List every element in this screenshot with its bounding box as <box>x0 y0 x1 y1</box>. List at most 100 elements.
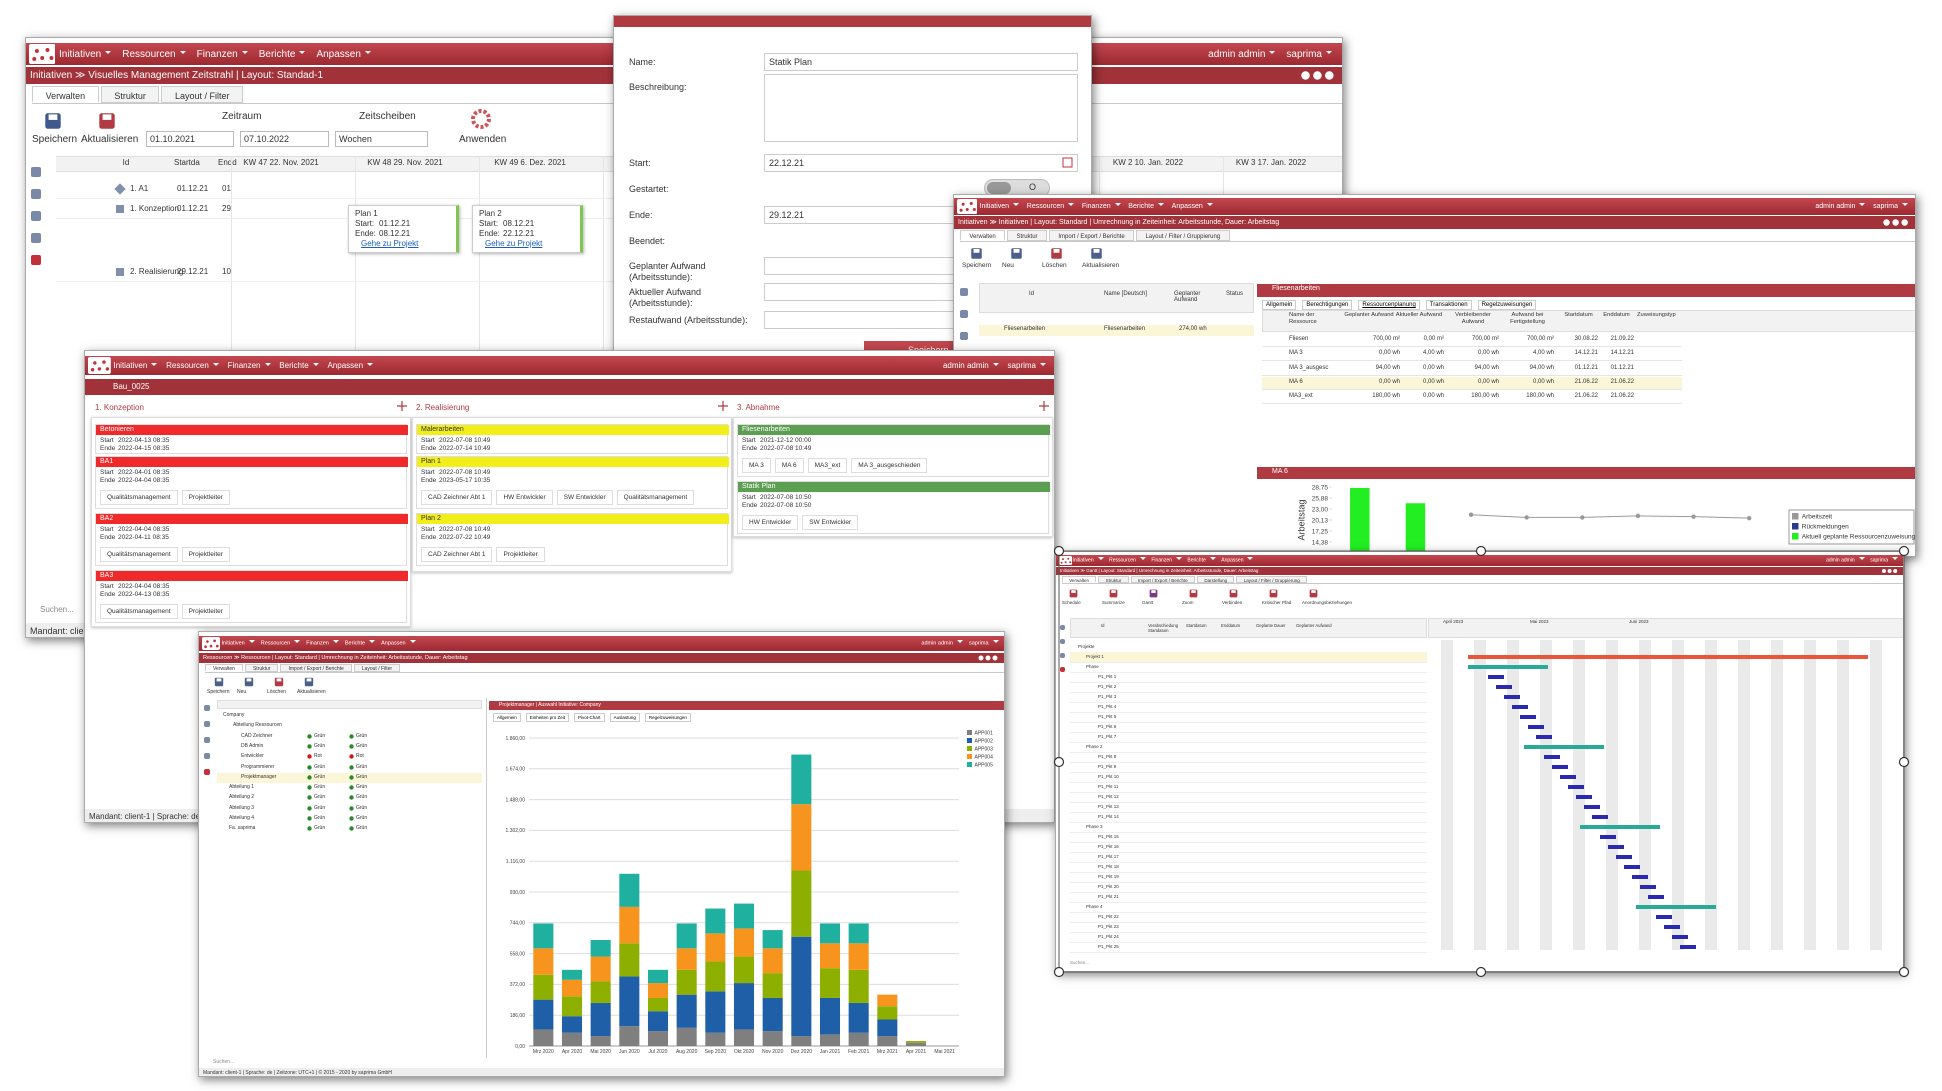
button-label[interactable]: Summarize <box>1102 600 1125 605</box>
button-label[interactable]: Schedule <box>1062 600 1081 605</box>
nav-item[interactable]: Anpassen <box>1172 203 1213 210</box>
panel-tab[interactable]: Auslastung <box>609 713 640 722</box>
select[interactable]: Wochen <box>335 131 428 147</box>
nav-item[interactable]: Anpassen <box>316 49 370 60</box>
tree-row[interactable]: P1_Pkt 7 <box>1098 734 1117 739</box>
panel-tab[interactable]: Transaktionen <box>1425 300 1472 310</box>
nav-item[interactable]: Initiativen <box>59 49 111 60</box>
tab[interactable]: Struktur <box>1098 576 1129 583</box>
tree-row[interactable]: P1_Pkt 18 <box>1098 864 1119 869</box>
tree-row[interactable]: P1_Pkt 20 <box>1098 884 1119 889</box>
panel-tab[interactable]: Regelzuweisungen <box>644 713 691 722</box>
user-menu[interactable]: admin admin <box>943 361 999 370</box>
tree-item[interactable]: Abteilung Ressourcen <box>233 722 282 729</box>
tree-row[interactable]: P1_Pkt 17 <box>1098 854 1119 859</box>
date-input[interactable]: 07.10.2022 <box>240 131 329 147</box>
nav-item[interactable]: Finanzen <box>1082 203 1121 210</box>
user-menu[interactable]: admin admin <box>921 640 963 647</box>
tab[interactable]: Verwalten <box>1062 576 1097 583</box>
tree-item[interactable]: CAD Zeichner <box>241 732 273 739</box>
nav-item[interactable]: Berichte <box>259 49 306 60</box>
nav-item[interactable]: Finanzen <box>1151 557 1182 564</box>
tree-row[interactable]: P1_Pkt 11 <box>1098 784 1119 789</box>
tree-row[interactable]: P1_Pkt 12 <box>1098 794 1119 799</box>
client-menu[interactable]: saprima <box>969 640 999 647</box>
button-label[interactable]: Löschen <box>1042 262 1067 269</box>
tree-row[interactable]: P1_Pkt 8 <box>1098 754 1117 759</box>
tree-row[interactable]: P1_Pkt 3 <box>1098 694 1117 699</box>
tree-row[interactable]: P1_Pkt 9 <box>1098 764 1117 769</box>
panel-tab[interactable]: Allgemein <box>1262 300 1297 310</box>
panel-tab[interactable]: Ressourcenplanung <box>1358 300 1420 310</box>
tab[interactable]: Verwalten <box>205 664 243 672</box>
tab[interactable]: Layout / Filter / Gruppierung <box>1136 230 1230 241</box>
button-label[interactable]: Neu <box>237 689 247 695</box>
tab[interactable]: Verwalten <box>960 230 1006 241</box>
tab[interactable]: Struktur <box>244 664 279 672</box>
toggle[interactable]: O <box>984 179 1050 197</box>
tree-row[interactable]: P1_Pkt 19 <box>1098 874 1119 879</box>
tab[interactable]: Layout / Filter / Gruppierung <box>1236 576 1308 583</box>
tree-row[interactable]: P1_Pkt 25 <box>1098 944 1119 949</box>
tab[interactable]: Import / Export / Berichte <box>280 664 352 672</box>
tab[interactable]: Verwalten <box>32 86 99 103</box>
nav-item[interactable]: Initiativen <box>222 640 255 647</box>
nav-item[interactable]: Berichte <box>279 361 318 370</box>
kanban-card[interactable]: Betonieren Start 2022-04-13 08:35 Ende 2022-… <box>95 424 408 454</box>
kanban-card[interactable]: Statik Plan Start 2022-07-08 10:50 Ende 2022… <box>737 481 1050 534</box>
tree-row[interactable]: Phase 2 <box>1086 744 1103 749</box>
textarea[interactable] <box>764 74 1078 142</box>
nav-item[interactable]: Ressourcen <box>261 640 300 647</box>
button-label[interactable]: Aktualisieren <box>1082 262 1120 269</box>
tree-item[interactable]: Abteilung 1 <box>229 784 255 791</box>
kanban-card[interactable]: BA2 Start 2022-04-04 08:35 Ende 2022-04-11 0… <box>95 513 408 566</box>
tab[interactable]: Layout / Filter <box>353 664 401 672</box>
nav-item[interactable]: Finanzen <box>306 640 339 647</box>
button-label[interactable]: Aktualisieren <box>297 689 326 695</box>
button-label[interactable]: Kritischer Pfad <box>1262 600 1292 605</box>
text-input[interactable]: Statik Plan <box>764 53 1078 71</box>
button-label[interactable]: Zoom <box>1182 600 1194 605</box>
tree-item[interactable]: Projektmanager <box>241 773 277 780</box>
user-menu[interactable]: admin admin <box>1208 49 1275 60</box>
search-input[interactable]: Suchen... <box>213 1059 235 1065</box>
kanban-card[interactable]: Malerarbeiten Start 2022-07-08 10:49 Ende 20… <box>416 424 729 454</box>
button-label[interactable]: Neu <box>1002 262 1014 269</box>
search-input[interactable]: Suchen... <box>1070 960 1090 965</box>
search-input[interactable]: Suchen... <box>40 605 74 614</box>
button-label[interactable]: Speichern <box>962 262 992 269</box>
nav-item[interactable]: Anpassen <box>327 361 373 370</box>
tree-row[interactable]: P1_Pkt 14 <box>1098 814 1119 819</box>
nav-item[interactable]: Anpassen <box>381 640 415 647</box>
panel-tab[interactable]: Allgemein <box>493 713 521 722</box>
nav-item[interactable]: Ressourcen <box>1109 557 1146 564</box>
card-link[interactable]: Gehe zu Projekt <box>361 239 419 248</box>
tree-row[interactable]: P1_Pkt 21 <box>1098 894 1119 899</box>
button-label[interactable]: Aktualisieren <box>81 134 139 145</box>
user-menu[interactable]: admin admin <box>1815 203 1865 210</box>
tree-row[interactable]: Phase 3 <box>1086 824 1103 829</box>
nav-item[interactable]: Ressourcen <box>1027 203 1074 210</box>
tab[interactable]: Struktur <box>100 86 160 103</box>
tree-row[interactable]: Phase <box>1086 664 1099 669</box>
tree-row[interactable]: P1_Pkt 24 <box>1098 934 1119 939</box>
nav-item[interactable]: Anpassen <box>1221 557 1253 564</box>
nav-item[interactable]: Berichte <box>1128 203 1164 210</box>
client-menu[interactable]: saprima <box>1286 49 1332 60</box>
tree-item[interactable]: Programmierer <box>241 763 275 770</box>
tab[interactable]: Layout / Filter <box>161 86 244 103</box>
tree-item[interactable]: Company <box>223 712 245 718</box>
text-input[interactable]: 22.12.21 <box>764 154 1078 172</box>
panel-tab[interactable]: Pivot-Chart <box>574 713 605 722</box>
nav-item[interactable]: Initiativen <box>1073 557 1104 564</box>
nav-item[interactable]: Initiativen <box>980 203 1020 210</box>
client-menu[interactable]: saprima <box>1873 203 1908 210</box>
tree-item[interactable]: Abteilung 3 <box>229 804 255 811</box>
tree-item[interactable]: Abteilung 4 <box>229 815 255 821</box>
nav-item[interactable]: Initiativen <box>114 361 158 370</box>
tree-row[interactable]: Projekte <box>1078 644 1095 649</box>
button-label[interactable]: Verbinden <box>1222 600 1243 605</box>
tree-item[interactable]: Abteilung 2 <box>229 794 255 801</box>
tree-row[interactable]: P1_Pkt 23 <box>1098 924 1119 929</box>
kanban-card[interactable]: BA1 Start 2022-04-01 08:35 Ende 2022-04-04 0… <box>95 456 408 509</box>
